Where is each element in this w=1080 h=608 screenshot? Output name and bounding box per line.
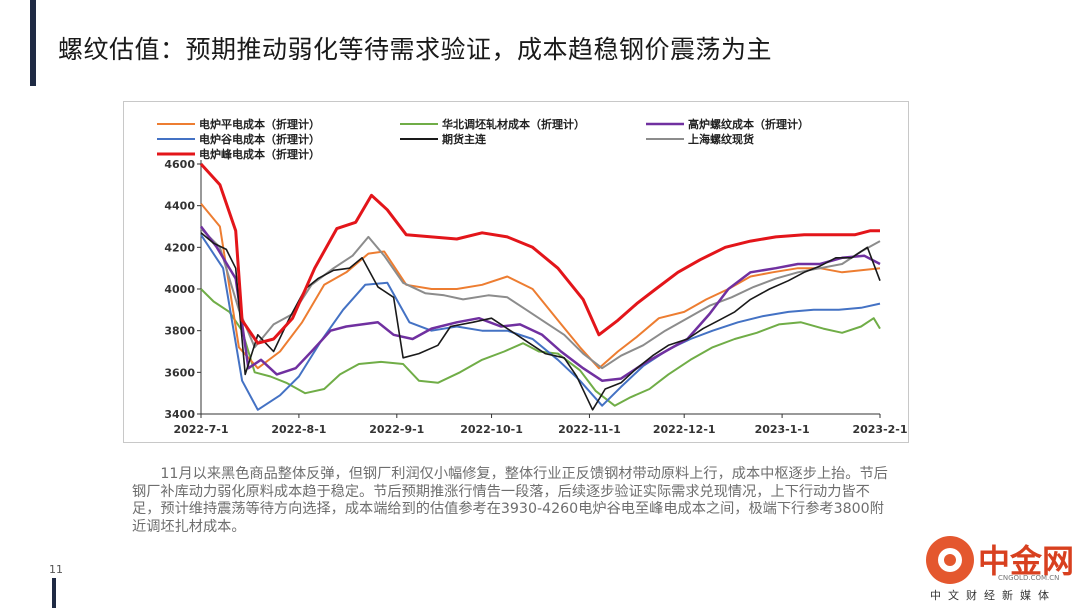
line-chart: 4600 4400 4200 4000 3800 3600 3400 2022-7-1 2022… [157,117,908,436]
accent-bar-bottom [52,578,56,608]
y-tick-label: 3400 [164,408,195,421]
y-tick-label: 4200 [164,241,195,254]
legend-label: 电炉谷电成本（折理计） [199,132,320,146]
legend-label: 电炉平电成本（折理计） [199,117,320,131]
legend-label: 华北调坯轧材成本（折理计） [442,117,585,131]
y-tick-label: 3800 [164,325,195,338]
accent-bar-top [30,0,36,86]
series-line [200,232,881,411]
page-title: 螺纹估值：预期推动弱化等待需求验证，成本趋稳钢价震荡为主 [58,35,773,64]
x-tick-label: 2022-7-1 [173,423,228,436]
legend-label: 高炉螺纹成本（折理计） [688,117,809,131]
legend-label: 期货主连 [442,132,487,146]
logo-name: 中金网 [978,542,1075,580]
legend-label: 电炉峰电成本（折理计） [199,147,320,161]
series-line [200,227,881,370]
caption-paragraph: 11月以来黑色商品整体反弹，但钢厂利润仅小幅修复，整体行业正反馈钢材带动原料上行… [132,466,888,535]
x-tick-label: 2022-9-1 [369,423,424,436]
series-line [199,162,880,345]
series-line [200,225,881,382]
y-tick-label: 4600 [164,158,195,171]
page-number: 11 [49,563,63,576]
x-tick-label: 2023-1-1 [755,423,810,436]
logo-url: CNGOLD.COM.CN [998,574,1060,582]
legend-label: 上海螺纹现货 [688,132,754,146]
logo: 中金网 CNGOLD.COM.CN 中文财经新媒体 [912,530,1075,602]
x-tick-label: 2023-2-1 [852,423,907,436]
x-tick-label: 2022-12-1 [653,423,716,436]
x-tick-label: 2022-11-1 [558,423,621,436]
y-tick-label: 4400 [164,200,195,213]
series-line [200,202,881,370]
y-tick-label: 3600 [164,366,195,379]
chart-frame: 4600 4400 4200 4000 3800 3600 3400 2022-7-1 2022… [123,101,909,443]
y-tick-label: 4000 [164,283,195,296]
x-tick-label: 2022-10-1 [460,423,523,436]
x-tick-label: 2022-8-1 [271,423,326,436]
logo-mark-icon [926,536,974,584]
logo-subtitle: 中文财经新媒体 [930,589,1056,602]
series-line [200,288,881,407]
series-line [200,234,881,411]
